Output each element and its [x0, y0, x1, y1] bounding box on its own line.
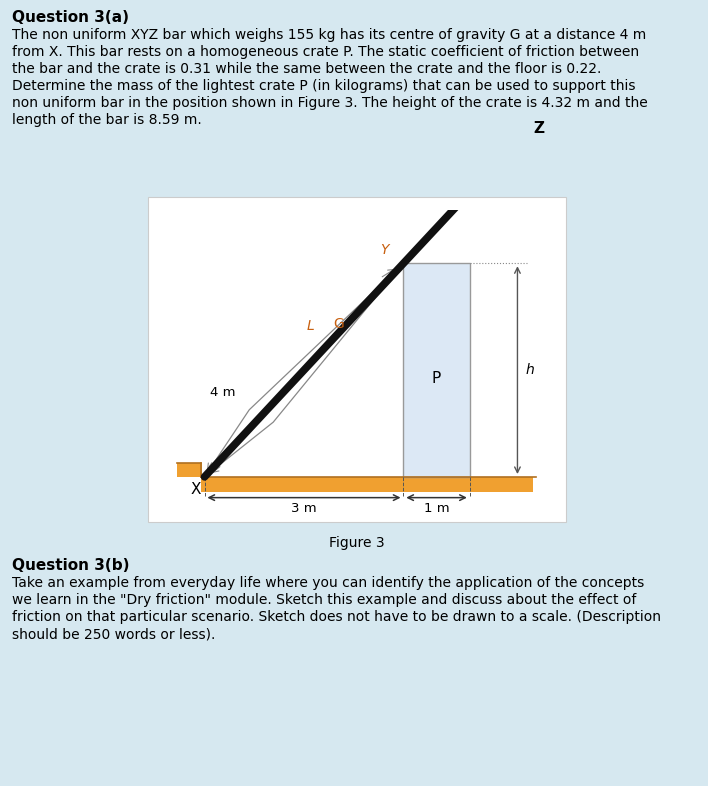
Text: 1 m: 1 m [424, 501, 450, 515]
Text: non uniform bar in the position shown in Figure 3. The height of the crate is 4.: non uniform bar in the position shown in… [12, 96, 648, 110]
Text: length of the bar is 8.59 m.: length of the bar is 8.59 m. [12, 113, 202, 127]
Text: h: h [525, 363, 534, 377]
Text: the bar and the crate is 0.31 while the same between the crate and the floor is : the bar and the crate is 0.31 while the … [12, 62, 601, 76]
Bar [177, 463, 202, 477]
Text: Take an example from everyday life where you can identify the application of the: Take an example from everyday life where… [12, 576, 644, 590]
Text: X: X [190, 482, 201, 497]
Text: should be 250 words or less).: should be 250 words or less). [12, 627, 215, 641]
Text: Question 3(a): Question 3(a) [12, 10, 129, 25]
Text: Question 3(b): Question 3(b) [12, 558, 130, 573]
Bar [404, 263, 469, 477]
Text: The non uniform XYZ bar which weighs 155 kg has its centre of gravity G at a dis: The non uniform XYZ bar which weighs 155… [12, 28, 646, 42]
Text: Determine the mass of the lightest crate P (in kilograms) that can be used to su: Determine the mass of the lightest crate… [12, 79, 636, 93]
Text: G: G [333, 317, 344, 331]
Text: friction on that particular scenario. Sketch does not have to be drawn to a scal: friction on that particular scenario. Sk… [12, 610, 661, 624]
Text: 3 m: 3 m [291, 501, 316, 515]
Text: Figure 3: Figure 3 [329, 536, 385, 550]
Bar [201, 477, 532, 492]
Bar [148, 197, 566, 522]
Text: 4 m: 4 m [210, 386, 236, 399]
Text: Y: Y [381, 244, 389, 258]
Text: we learn in the "Dry friction" module. Sketch this example and discuss about the: we learn in the "Dry friction" module. S… [12, 593, 636, 607]
Text: L: L [306, 319, 314, 333]
Text: from X. This bar rests on a homogeneous crate P. The static coefficient of frict: from X. This bar rests on a homogeneous … [12, 45, 639, 59]
Text: P: P [432, 370, 441, 386]
Text: Z: Z [533, 121, 544, 136]
